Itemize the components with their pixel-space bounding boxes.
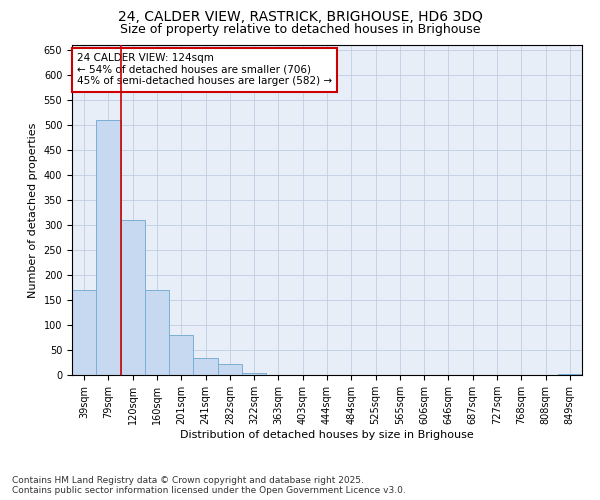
Bar <box>193 358 218 375</box>
Bar <box>145 290 169 375</box>
Bar <box>242 372 266 375</box>
Bar <box>121 220 145 375</box>
Bar <box>72 290 96 375</box>
Bar <box>169 335 193 375</box>
Y-axis label: Number of detached properties: Number of detached properties <box>28 122 38 298</box>
Bar <box>218 364 242 375</box>
Bar <box>96 120 121 375</box>
Text: 24 CALDER VIEW: 124sqm
← 54% of detached houses are smaller (706)
45% of semi-de: 24 CALDER VIEW: 124sqm ← 54% of detached… <box>77 53 332 86</box>
Text: 24, CALDER VIEW, RASTRICK, BRIGHOUSE, HD6 3DQ: 24, CALDER VIEW, RASTRICK, BRIGHOUSE, HD… <box>118 10 482 24</box>
X-axis label: Distribution of detached houses by size in Brighouse: Distribution of detached houses by size … <box>180 430 474 440</box>
Text: Size of property relative to detached houses in Brighouse: Size of property relative to detached ho… <box>120 22 480 36</box>
Text: Contains HM Land Registry data © Crown copyright and database right 2025.
Contai: Contains HM Land Registry data © Crown c… <box>12 476 406 495</box>
Bar <box>558 374 582 375</box>
